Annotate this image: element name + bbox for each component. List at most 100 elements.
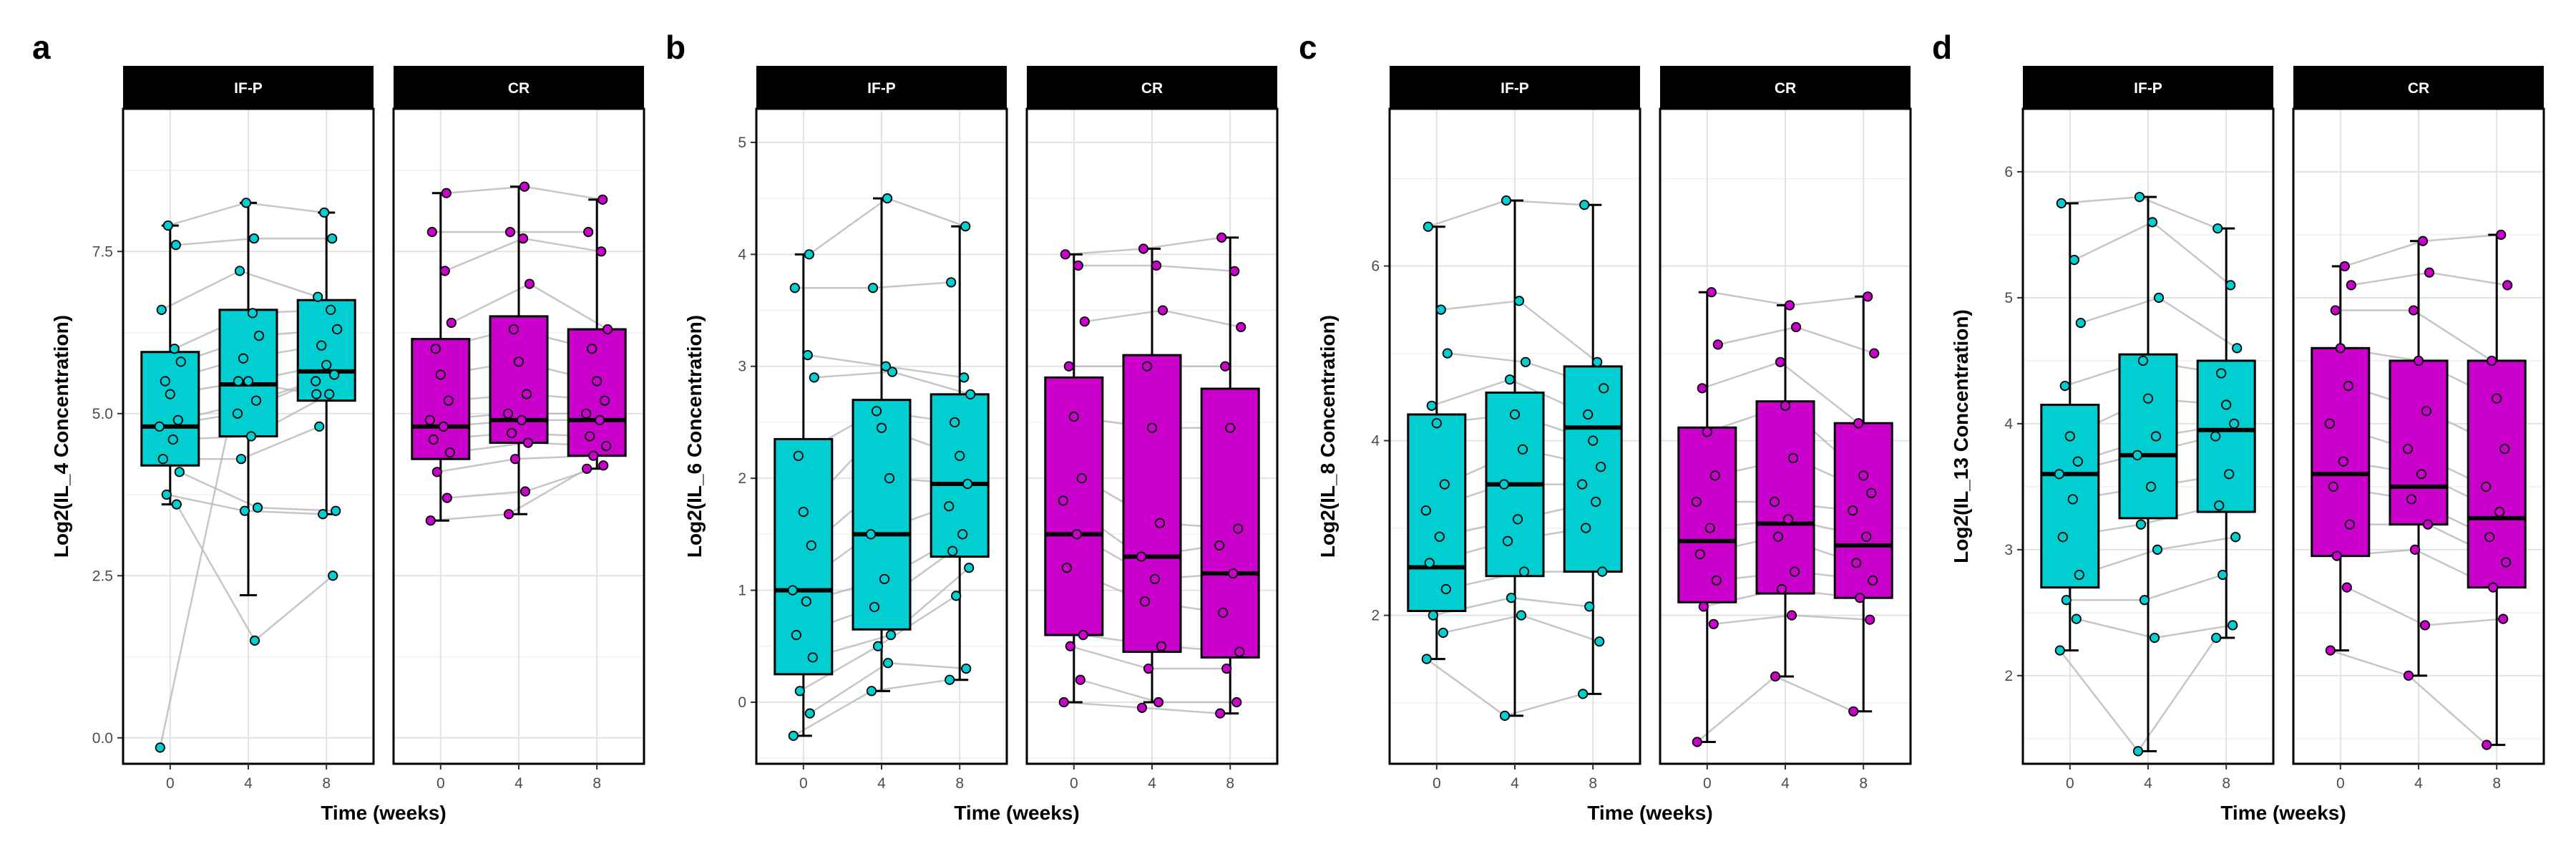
x-tick-label: 4 bbox=[244, 775, 253, 792]
x-axis-title: Time (weeks) bbox=[321, 802, 446, 824]
y-tick-label: 5.0 bbox=[92, 406, 113, 422]
x-tick-label: 4 bbox=[1148, 775, 1156, 792]
data-point bbox=[1770, 671, 1781, 682]
y-tick-label: 5 bbox=[2004, 290, 2013, 306]
data-point bbox=[600, 395, 610, 406]
data-point bbox=[2413, 355, 2424, 367]
data-point bbox=[2225, 280, 2236, 291]
data-point bbox=[793, 450, 804, 461]
data-point bbox=[2330, 305, 2341, 316]
data-point bbox=[2335, 343, 2346, 354]
data-point bbox=[1228, 568, 1239, 579]
data-point bbox=[2328, 481, 2338, 492]
data-point bbox=[1865, 614, 1875, 625]
data-point bbox=[2147, 217, 2158, 228]
facet-if-p: IF-P 0 4 8 bbox=[1388, 66, 1641, 792]
data-point bbox=[1848, 706, 1859, 717]
data-point bbox=[439, 266, 450, 276]
x-tick-label: 8 bbox=[592, 775, 601, 792]
box bbox=[1407, 413, 1467, 612]
x-tick-label: 0 bbox=[1070, 775, 1078, 792]
data-point bbox=[1075, 674, 1085, 685]
y-axis-title: Log2(IL_13 Concentration) bbox=[1950, 309, 1972, 563]
x-tick-label: 8 bbox=[2222, 775, 2230, 792]
y-axis-title: Log2(IL_6 Concentration) bbox=[683, 315, 706, 558]
data-point bbox=[1702, 427, 1712, 437]
data-point bbox=[1149, 573, 1161, 585]
data-point bbox=[804, 249, 814, 260]
x-tick-label: 0 bbox=[1703, 775, 1712, 792]
data-point bbox=[2221, 399, 2232, 410]
x-tick-label: 0 bbox=[1433, 775, 1441, 792]
data-point bbox=[332, 324, 343, 335]
data-point bbox=[438, 421, 449, 432]
data-point bbox=[426, 227, 437, 238]
y-tick-label: 0 bbox=[738, 694, 746, 711]
box bbox=[930, 393, 990, 558]
data-point bbox=[791, 630, 801, 641]
data-point bbox=[2054, 645, 2065, 656]
data-point bbox=[2061, 595, 2072, 606]
data-point bbox=[2069, 255, 2079, 266]
data-point bbox=[502, 408, 514, 419]
data-point bbox=[2134, 192, 2145, 203]
data-point bbox=[1581, 523, 1591, 533]
data-point bbox=[2422, 519, 2434, 530]
y-tick-label: 4 bbox=[2004, 416, 2013, 432]
data-point bbox=[1517, 444, 1528, 455]
data-point bbox=[1421, 654, 1432, 664]
x-tick-label: 0 bbox=[2066, 775, 2074, 792]
data-point bbox=[2210, 431, 2221, 442]
strip-header bbox=[394, 66, 644, 109]
data-point bbox=[804, 708, 815, 719]
data-point bbox=[316, 340, 327, 351]
data-point bbox=[1218, 607, 1229, 618]
data-point bbox=[314, 421, 325, 432]
data-point bbox=[601, 440, 612, 452]
y-tick-label: 3 bbox=[738, 359, 746, 375]
data-point bbox=[1076, 473, 1087, 484]
data-point bbox=[243, 376, 254, 387]
data-point bbox=[428, 434, 439, 445]
x-tick-label: 4 bbox=[2144, 775, 2152, 792]
data-point bbox=[1697, 383, 1707, 394]
data-point bbox=[247, 308, 258, 319]
panel-letter: a bbox=[32, 29, 51, 66]
x-axis-title: Time (weeks) bbox=[1587, 802, 1712, 824]
data-point bbox=[2324, 418, 2335, 430]
data-point bbox=[1583, 409, 1594, 420]
data-point bbox=[806, 540, 816, 551]
data-point bbox=[513, 356, 525, 367]
data-point bbox=[161, 489, 172, 500]
data-point bbox=[598, 460, 609, 471]
data-point bbox=[1712, 339, 1723, 350]
data-point bbox=[1513, 296, 1525, 306]
box bbox=[1563, 365, 1623, 573]
data-point bbox=[1790, 321, 1802, 333]
data-point bbox=[2224, 469, 2235, 480]
data-point bbox=[1596, 462, 1606, 472]
strip-header bbox=[756, 66, 1007, 109]
data-point bbox=[2064, 431, 2075, 442]
y-tick-label: 4 bbox=[1371, 433, 1380, 450]
data-point bbox=[2402, 443, 2414, 455]
data-point bbox=[2152, 544, 2163, 555]
facet-if-p: IF-P 0 4 8 bbox=[122, 66, 375, 792]
data-point bbox=[2142, 393, 2154, 404]
data-point bbox=[238, 353, 249, 364]
data-point bbox=[424, 414, 435, 425]
data-point bbox=[1156, 641, 1167, 651]
panel-d: d Log2(IL_13 Concentration) 2 3 4 5 6 Time (wee… bbox=[1932, 29, 2545, 824]
data-point bbox=[2135, 519, 2147, 530]
data-point bbox=[1597, 566, 1608, 577]
data-point bbox=[1848, 505, 1858, 516]
data-point bbox=[882, 193, 893, 204]
y-tick-label: 3 bbox=[2004, 542, 2013, 558]
data-point bbox=[156, 304, 167, 315]
x-tick-label: 0 bbox=[799, 775, 808, 792]
x-tick-label: 0 bbox=[436, 775, 445, 792]
data-point bbox=[1855, 593, 1865, 603]
data-point bbox=[885, 630, 897, 641]
data-point bbox=[1065, 641, 1075, 651]
data-point bbox=[2343, 381, 2353, 392]
